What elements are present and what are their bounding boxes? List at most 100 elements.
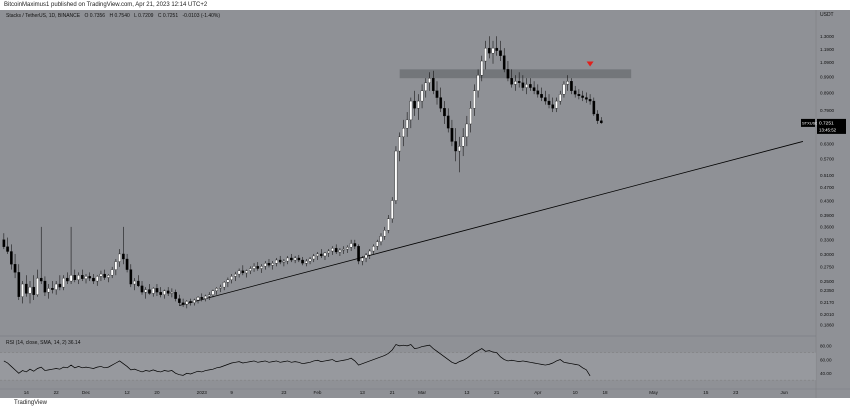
candle-up <box>260 266 263 269</box>
candle-down <box>2 239 6 247</box>
candle-up <box>271 262 275 266</box>
publish-header: BitcoinMaximus1 published on TradingView… <box>0 0 850 10</box>
rsi-band <box>0 352 816 381</box>
candle-up <box>286 257 289 262</box>
time-tick-label: 18 <box>602 390 608 395</box>
candle-down <box>487 47 491 54</box>
candle-up <box>219 286 222 289</box>
candle-down <box>24 283 28 294</box>
time-tick-label: 15 <box>703 390 709 395</box>
price-tick-label: 0.4300 <box>820 198 834 203</box>
candle-down <box>599 120 603 124</box>
candle-down <box>353 243 357 247</box>
time-tick-label: 14 <box>24 390 30 395</box>
candle-up <box>207 294 211 297</box>
price-tick-label: 0.3000 <box>820 252 834 257</box>
candle-down <box>450 127 454 142</box>
candle-down <box>297 257 301 261</box>
candle-down <box>181 302 185 305</box>
candle-up <box>375 241 379 247</box>
candle-down <box>200 297 204 299</box>
candle-down <box>573 90 577 95</box>
time-tick-label: 23 <box>733 390 739 395</box>
candle-down <box>278 259 282 263</box>
candle-up <box>417 100 420 109</box>
price-tick-label: 0.2170 <box>820 300 834 305</box>
legend-open: O 0.7356 <box>84 13 106 19</box>
price-tick-label: 0.1860 <box>820 323 834 328</box>
candle-up <box>245 270 248 274</box>
candle-up <box>469 108 472 125</box>
candle-up <box>110 269 114 276</box>
time-tick-label: Apr <box>534 390 542 395</box>
candle-up <box>476 75 480 91</box>
price-tick-label: 0.2350 <box>820 288 834 293</box>
candle-down <box>136 280 140 287</box>
candle-up <box>163 290 166 295</box>
last-price-label: 0.7251 <box>819 121 834 127</box>
candle-down <box>547 100 551 105</box>
candle-up <box>480 60 484 76</box>
time-tick-label: May <box>649 390 658 395</box>
candle-down <box>435 90 439 98</box>
candle-down <box>596 113 599 121</box>
footer: TradingView <box>0 398 850 409</box>
candle-down <box>334 247 338 253</box>
candle-up <box>566 81 570 85</box>
candle-up <box>192 299 196 303</box>
price-tick-label: 1.0900 <box>820 60 834 65</box>
rsi-legend: RSI (14, close, SMA, 14, 2) 36.14 <box>6 340 81 346</box>
candle-up <box>346 247 349 250</box>
rsi-tick-label: 80.00 <box>820 344 832 349</box>
price-tick-label: 0.4700 <box>820 185 834 190</box>
ascending-trendline <box>179 141 804 306</box>
legend-close: C 0.7251 <box>157 13 179 19</box>
candle-up <box>316 253 319 257</box>
candle-down <box>540 94 543 98</box>
candle-down <box>517 81 521 83</box>
candle-down <box>577 94 581 97</box>
time-tick-label: 12 <box>125 390 131 395</box>
price-axis-unit-label: USDT <box>820 12 834 18</box>
symbol-tag: STXUSDT <box>802 121 821 126</box>
candle-down <box>80 275 84 279</box>
candle-up <box>144 289 148 293</box>
candle-up <box>47 288 50 293</box>
candle-down <box>502 55 506 70</box>
candle-down <box>301 259 304 264</box>
candle-up <box>372 246 375 252</box>
candle-up <box>282 260 286 263</box>
candle-up <box>95 276 99 282</box>
candle-up <box>234 273 237 277</box>
time-tick-label: 13 <box>360 390 366 395</box>
price-tick-label: 0.5700 <box>820 156 834 161</box>
candle-up <box>349 243 353 248</box>
price-tick-label: 0.2010 <box>820 312 834 317</box>
candle-up <box>62 277 65 288</box>
candle-up <box>77 275 80 281</box>
candle-down <box>6 246 9 252</box>
candle-down <box>439 97 443 109</box>
candle-up <box>331 247 334 252</box>
rsi-tick-label: 40.00 <box>820 371 832 376</box>
candle-down <box>159 291 163 295</box>
candle-up <box>114 261 118 270</box>
candle-up <box>338 249 342 253</box>
candle-down <box>129 269 133 285</box>
price-tick-label: 0.6300 <box>820 142 834 147</box>
legend-high: H 0.7540 <box>109 13 130 19</box>
candle-up <box>405 119 409 129</box>
candle-up <box>54 283 58 290</box>
rsi-line <box>3 344 591 377</box>
candle-down <box>122 253 125 260</box>
candle-up <box>84 276 88 279</box>
candle-down <box>88 276 92 279</box>
candle-up <box>107 275 110 278</box>
candle-up <box>558 94 562 102</box>
symbol-legend: Stacks / TetherUS, 1D, BINANCE O 0.7356 … <box>6 13 223 19</box>
candle-up <box>248 268 252 271</box>
candle-up <box>305 260 308 264</box>
candle-up <box>308 258 312 262</box>
candle-down <box>140 285 144 293</box>
